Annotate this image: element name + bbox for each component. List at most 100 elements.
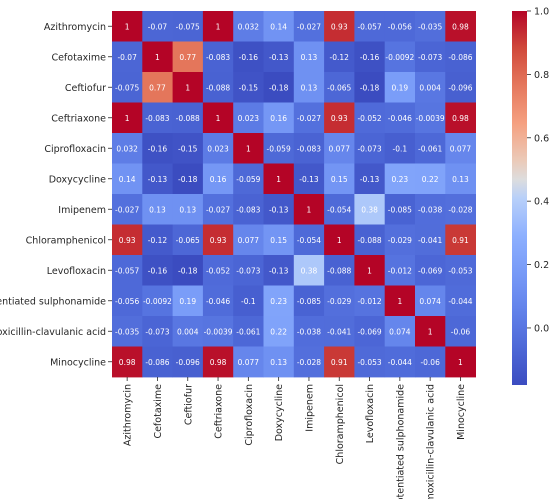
cell-value-label: 0.98 — [210, 358, 227, 367]
cell-value-label: -0.18 — [269, 83, 289, 92]
cell-value-label: -0.13 — [360, 175, 380, 184]
heatmap-cell — [293, 194, 325, 225]
heatmap-cell — [233, 133, 264, 164]
x-tick-labels: Azithromycin Cefotaxime Ceftiofur Ceftriaxo… — [123, 377, 467, 499]
cell-value-label: 0.077 — [238, 236, 260, 245]
heatmap-cell — [384, 11, 416, 42]
cell-value-label: -0.088 — [206, 83, 230, 92]
cell-value-label: 0.93 — [119, 236, 136, 245]
heatmap-cell — [354, 285, 386, 317]
cell-value-label: -0.061 — [418, 144, 442, 153]
x-tick-label: Imipenem — [304, 384, 315, 432]
heatmap-cell — [263, 102, 295, 134]
cell-value-label: -0.053 — [357, 358, 381, 367]
heatmap-cell — [293, 316, 325, 347]
y-tick-label: Ceftriaxone — [51, 113, 106, 124]
cell-value-label: -0.065 — [327, 83, 351, 92]
x-tick-label: Potentiated sulphonamide — [395, 384, 406, 499]
cell-value-label: 0.13 — [270, 358, 287, 367]
heatmap-cell — [293, 285, 325, 317]
heatmap-cell — [263, 316, 295, 347]
colorbar-tick-label: 0.4 — [534, 197, 549, 208]
heatmap-cell — [142, 163, 173, 195]
heatmap-cell — [142, 285, 173, 317]
heatmap-cell — [324, 346, 355, 378]
cell-value-label: -0.069 — [357, 327, 381, 336]
heatmap-cell — [324, 133, 355, 164]
heatmap-cell — [202, 41, 234, 73]
cell-value-label: 1 — [216, 22, 221, 31]
cell-value-label: -0.15 — [178, 144, 198, 153]
cell-value-label: -0.012 — [357, 297, 381, 306]
cell-value-label: -0.16 — [148, 266, 168, 275]
cell-value-label: 0.22 — [422, 175, 439, 184]
cell-value-label: -0.086 — [448, 53, 472, 62]
cell-value-label: 0.77 — [149, 83, 166, 92]
heatmap-cell — [172, 72, 204, 103]
cell-value-label: -0.061 — [236, 327, 260, 336]
heatmap-cell — [233, 285, 264, 317]
cell-value-label: 0.38 — [361, 205, 378, 214]
cell-value-label: 0.077 — [329, 144, 351, 153]
cell-value-label: -0.027 — [297, 114, 321, 123]
cell-value-label: 0.91 — [331, 358, 348, 367]
heatmap-cell — [263, 11, 295, 42]
cell-value-label: -0.07 — [148, 22, 168, 31]
heatmap-cell — [263, 72, 295, 103]
cell-value-label: -0.052 — [206, 266, 230, 275]
colorbar: 1.0 0.8 0.6 0.4 0.2 0.0 — [512, 7, 549, 385]
cell-value-label: -0.052 — [357, 114, 381, 123]
heatmap-cell — [415, 255, 446, 286]
cell-value-label: -0.065 — [176, 236, 200, 245]
heatmap-cell — [142, 133, 173, 164]
cell-value-label: 0.98 — [119, 358, 136, 367]
cell-value-label: -0.057 — [357, 22, 381, 31]
heatmap-cell — [142, 346, 173, 378]
heatmap-cell — [415, 163, 446, 195]
y-tick-labels: Azithromycin Cefotaxime Ceftiofur Ceftriaxo… — [0, 22, 112, 368]
cell-value-label: 0.13 — [452, 175, 469, 184]
heatmap-cell — [172, 346, 204, 378]
heatmap-cell — [354, 102, 386, 134]
heatmap-cell — [445, 316, 476, 347]
cell-value-label: 0.22 — [270, 327, 287, 336]
cell-value-label: -0.073 — [357, 144, 381, 153]
heatmap-cell — [172, 255, 204, 286]
cell-value-label: -0.07 — [117, 53, 137, 62]
cell-value-label: -0.1 — [393, 144, 408, 153]
cell-value-label: 0.13 — [301, 83, 318, 92]
cell-value-label: -0.027 — [115, 205, 139, 214]
heatmap-cell — [415, 133, 446, 164]
heatmap-cell — [354, 11, 386, 42]
heatmap-cell — [293, 72, 325, 103]
heatmap-cell — [445, 255, 476, 286]
heatmap-cell — [233, 316, 264, 347]
heatmap-cell — [445, 163, 476, 195]
heatmap-cell — [324, 72, 355, 103]
y-tick-label: Chloramphenicol — [26, 235, 106, 246]
heatmap-cell — [324, 11, 355, 42]
cell-value-label: 0.19 — [179, 297, 196, 306]
cell-value-label: 0.93 — [331, 114, 348, 123]
cell-value-label: -0.053 — [448, 266, 472, 275]
heatmap-cell — [202, 163, 234, 195]
heatmap-cell — [112, 163, 143, 195]
heatmap-cell — [324, 102, 355, 134]
colorbar-tick-label: 0.8 — [534, 70, 549, 81]
heatmap-cell — [112, 11, 143, 42]
cell-value-label: -0.029 — [388, 236, 412, 245]
cell-value-label: -0.027 — [206, 205, 230, 214]
heatmap-cell — [202, 102, 234, 134]
heatmap-cell — [172, 285, 204, 317]
x-tick-label: Ceftriaxone — [214, 384, 225, 439]
cell-value-label: -0.038 — [418, 205, 442, 214]
cell-value-label: 0.15 — [270, 236, 287, 245]
cell-value-label: -0.13 — [148, 175, 168, 184]
cell-value-label: 0.19 — [391, 83, 408, 92]
x-tick-label: Ceftiofur — [183, 384, 194, 425]
y-tick-label: Minocycline — [50, 357, 106, 368]
cell-value-label: 0.14 — [119, 175, 136, 184]
cell-value-label: -0.1 — [241, 297, 256, 306]
cell-value-label: -0.069 — [418, 266, 442, 275]
y-tick-label: Amoxicillin-clavulanic acid — [0, 327, 106, 338]
